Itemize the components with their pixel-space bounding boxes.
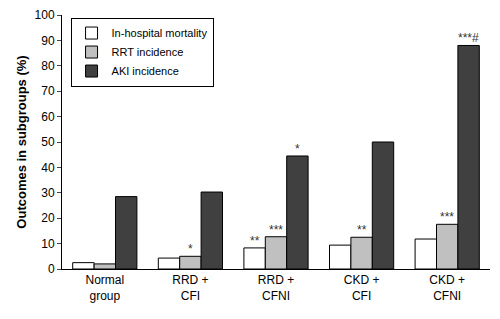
svg-text:30: 30 (41, 186, 55, 200)
svg-text:**: ** (250, 234, 260, 248)
svg-text:CKD +CFNI: CKD +CFNI (429, 273, 465, 303)
svg-text:*: * (188, 242, 193, 256)
svg-text:***: *** (269, 223, 283, 237)
svg-text:AKI incidence: AKI incidence (112, 65, 179, 77)
svg-text:60: 60 (41, 110, 55, 124)
svg-text:RRD +CFNI: RRD +CFNI (258, 273, 294, 303)
svg-text:0: 0 (48, 262, 55, 276)
svg-text:***#: ***# (458, 31, 479, 45)
svg-text:Outcomes in subgroups (%): Outcomes in subgroups (%) (14, 55, 29, 228)
svg-text:*: * (295, 142, 300, 156)
svg-text:90: 90 (41, 34, 55, 48)
svg-text:40: 40 (41, 161, 55, 175)
svg-text:80: 80 (41, 59, 55, 73)
svg-text:20: 20 (41, 211, 55, 225)
svg-text:100: 100 (35, 8, 55, 22)
svg-text:In-hospital mortality: In-hospital mortality (112, 27, 208, 39)
svg-text:RRD +CFI: RRD +CFI (172, 273, 208, 303)
svg-text:**: ** (357, 223, 367, 237)
svg-text:RRT incidence: RRT incidence (112, 46, 184, 58)
svg-text:***: *** (440, 210, 454, 224)
svg-text:CKD +CFI: CKD +CFI (344, 273, 380, 303)
svg-text:50: 50 (41, 135, 55, 149)
svg-text:70: 70 (41, 84, 55, 98)
svg-text:Normalgroup: Normalgroup (85, 273, 124, 303)
svg-text:10: 10 (41, 237, 55, 251)
